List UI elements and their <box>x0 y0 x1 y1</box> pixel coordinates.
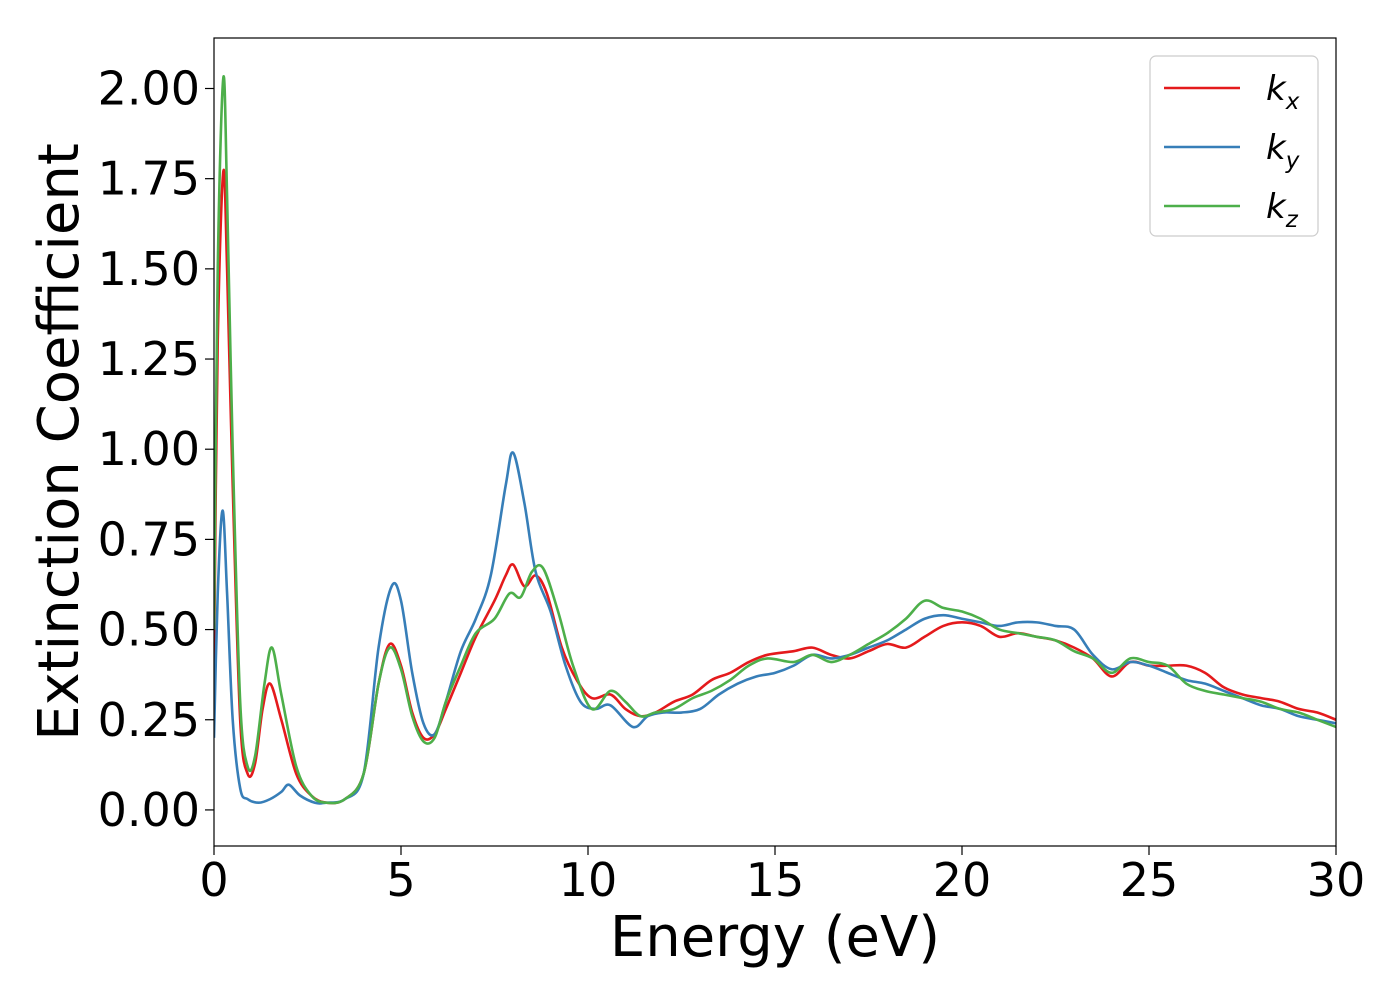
y-tick-label: 0.25 <box>98 693 200 747</box>
x-tick-label: 25 <box>1120 853 1179 907</box>
y-axis: 0.00 0.25 0.50 0.75 1.00 1.25 1.50 1.75 2.00 <box>98 62 214 837</box>
y-tick-label: 0.50 <box>98 603 200 657</box>
x-tick-label: 30 <box>1307 853 1366 907</box>
legend-label-x: kx <box>1266 69 1300 115</box>
legend-label-z: kz <box>1266 187 1299 233</box>
x-tick-label: 15 <box>746 853 805 907</box>
x-axis-label: Energy (eV) <box>610 905 940 970</box>
plot-area <box>214 75 1336 805</box>
x-axis: 0 5 10 15 20 25 30 <box>199 846 1365 907</box>
x-tick-label: 10 <box>559 853 618 907</box>
x-tick-label: 0 <box>199 853 228 907</box>
y-tick-label: 0.75 <box>98 512 200 566</box>
y-tick-label: 0.00 <box>98 783 200 837</box>
y-tick-label: 2.00 <box>98 62 200 116</box>
y-tick-label: 1.25 <box>98 332 200 386</box>
x-tick-label: 5 <box>386 853 415 907</box>
x-tick-label: 20 <box>933 853 992 907</box>
y-tick-label: 1.75 <box>98 152 200 206</box>
y-tick-label: 1.50 <box>98 242 200 296</box>
legend-label-y: ky <box>1266 128 1300 174</box>
legend: kx ky kz <box>1149 55 1319 237</box>
y-tick-label: 1.00 <box>98 422 200 476</box>
series-line-y <box>214 451 1336 805</box>
y-axis-label: Extinction Coefficient <box>27 143 92 741</box>
series-line-z <box>214 75 1336 805</box>
